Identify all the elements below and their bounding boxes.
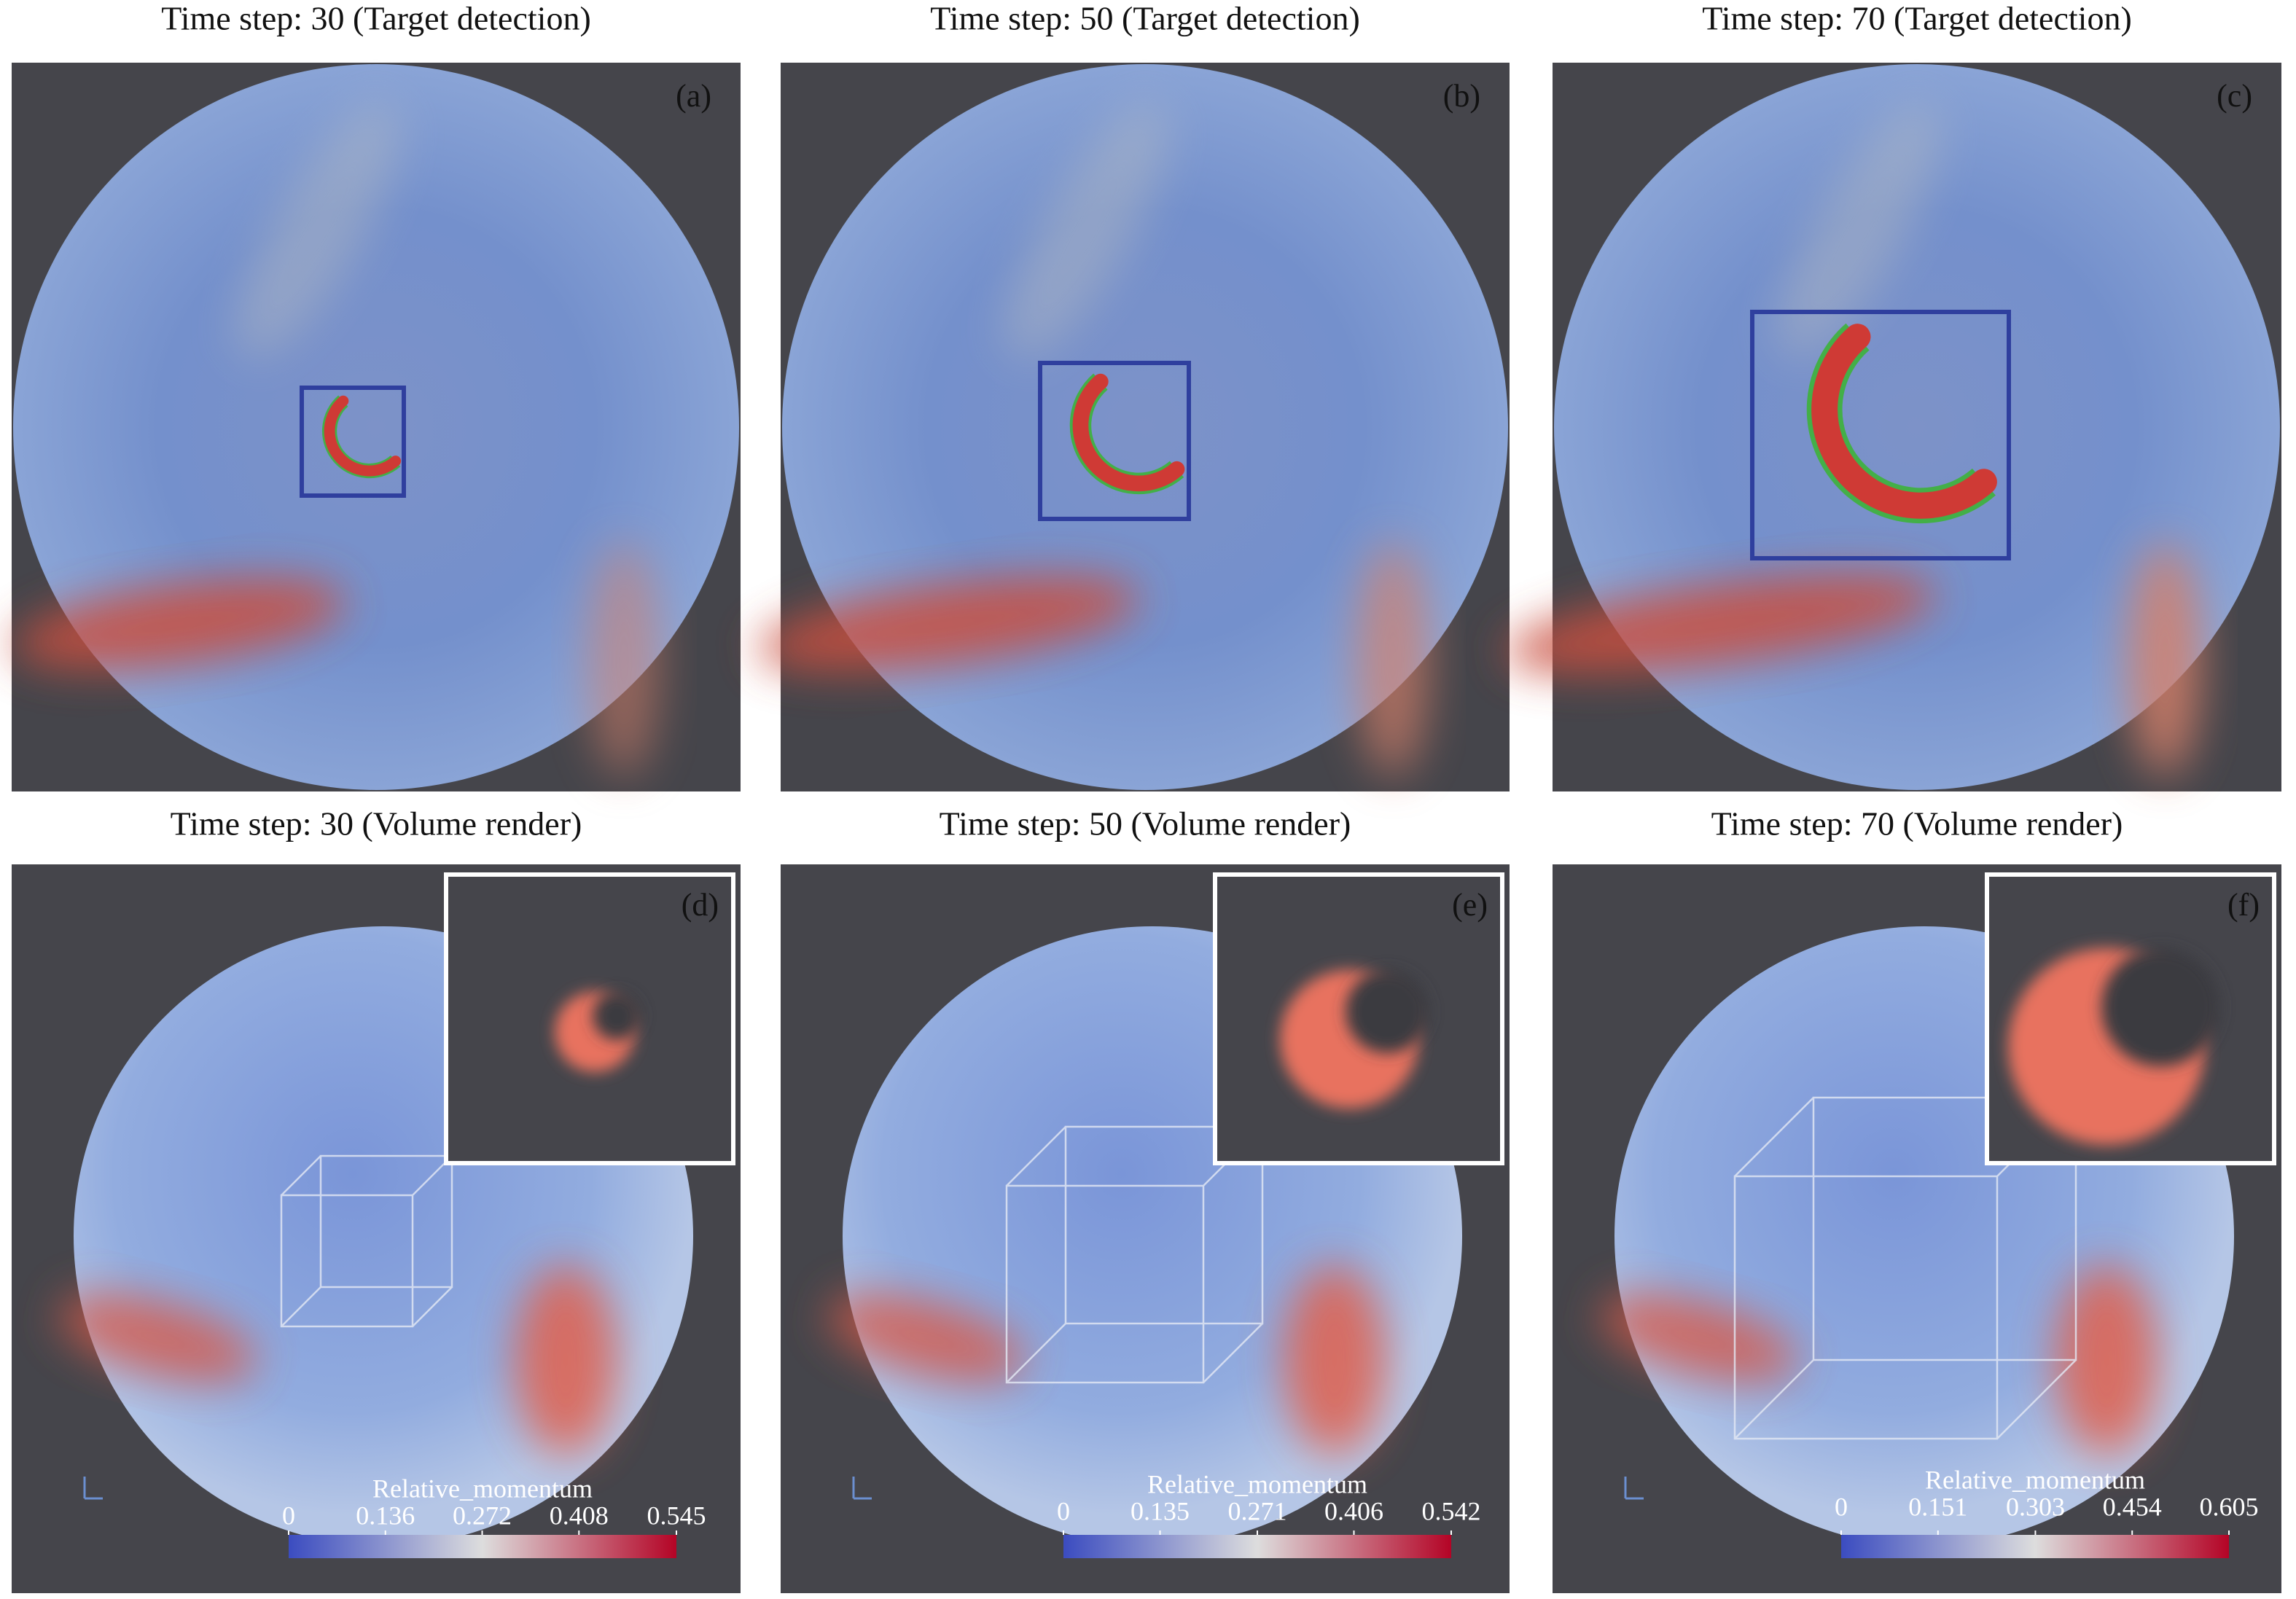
colorbar-tick-label: 0.408: [550, 1501, 609, 1530]
panel-title: Time step: 70 (Volume render): [1711, 805, 2123, 842]
panel-label: (d): [682, 887, 719, 923]
panel-title: Time step: 30 (Volume render): [171, 805, 582, 842]
target-feature: [1811, 324, 1997, 519]
panel: (b): [757, 63, 1510, 791]
axes-glyph: [83, 1477, 103, 1500]
colorbar-tick-label: 0.303: [2006, 1492, 2065, 1521]
colorbar-tick-label: 0: [282, 1501, 295, 1530]
high-region: [515, 1265, 617, 1455]
colorbar-tick-label: 0.271: [1228, 1496, 1287, 1525]
swirl: [1776, 102, 1941, 359]
panel: (f) Relative_momentum 0 0.151 0.303 0.454 0.60…: [1553, 864, 2281, 1593]
panel-label: (b): [1443, 78, 1480, 114]
colorbar-tick-label: 0: [1057, 1496, 1070, 1525]
panel: (e) Relative_momentum 0 0.135 0.271 0.406 0.54…: [781, 864, 1510, 1593]
high-region: [1284, 1265, 1386, 1455]
panel-title: Time step: 30 (Target detection): [161, 0, 591, 37]
panel: (a): [12, 63, 741, 791]
high-region: [2128, 544, 2201, 777]
inset-hole: [1346, 970, 1429, 1053]
panel-title: Time step: 50 (Volume render): [940, 805, 1351, 842]
high-region: [757, 576, 1140, 672]
colorbar: [1841, 1535, 2229, 1558]
target-feature: [1072, 373, 1185, 492]
target-feature: [324, 395, 402, 477]
panel-label: (e): [1452, 887, 1488, 923]
panel: (c): [1504, 63, 2281, 791]
high-region: [58, 1294, 257, 1383]
high-region: [827, 1294, 1026, 1383]
swirl: [235, 102, 400, 359]
panel: (d) Relative_momentum 0 0.136 0.272 0.408 0.54…: [12, 864, 741, 1593]
high-region: [587, 544, 660, 777]
panel-label: (c): [2217, 78, 2252, 114]
colorbar-tick-label: 0.272: [453, 1501, 512, 1530]
colorbar-tick-label: 0.136: [356, 1501, 415, 1530]
colorbar-title: Relative_momentum: [372, 1474, 593, 1503]
colorbar-tick-label: 0.605: [2200, 1492, 2259, 1521]
colorbar-title: Relative_momentum: [1925, 1465, 2145, 1494]
colorbar-title: Relative_momentum: [1147, 1469, 1367, 1498]
colorbar-tick-label: 0.151: [1908, 1492, 1967, 1521]
colorbar: [289, 1535, 676, 1558]
high-region: [2055, 1265, 2158, 1455]
colorbar-tick-label: 0.545: [647, 1501, 706, 1530]
panel-label: (a): [676, 78, 711, 114]
high-region: [1599, 1294, 1797, 1383]
high-region: [1356, 544, 1429, 777]
high-region: [13, 577, 345, 671]
colorbar-tick-label: 0.135: [1131, 1496, 1190, 1525]
axes-glyph: [852, 1477, 872, 1500]
panel-title: Time step: 50 (Target detection): [930, 0, 1360, 37]
swirl: [1004, 102, 1169, 359]
axes-glyph: [1624, 1477, 1644, 1500]
colorbar-tick-label: 0.406: [1324, 1496, 1383, 1525]
inset-hole: [2101, 948, 2220, 1066]
colorbar-tick-label: 0.542: [1422, 1496, 1481, 1525]
bounding-box: [1038, 361, 1191, 521]
colorbar-tick-label: 0.454: [2103, 1492, 2162, 1521]
bounding-box: [300, 386, 406, 498]
inset-hole: [593, 992, 641, 1040]
wireframe-box: [280, 1154, 453, 1328]
colorbar-tick-label: 0: [1835, 1492, 1848, 1521]
panel-title: Time step: 70 (Target detection): [1702, 0, 2132, 37]
bounding-box: [1750, 310, 2011, 560]
high-region: [1504, 574, 1937, 674]
colorbar: [1063, 1535, 1451, 1558]
panel-label: (f): [2227, 887, 2260, 923]
